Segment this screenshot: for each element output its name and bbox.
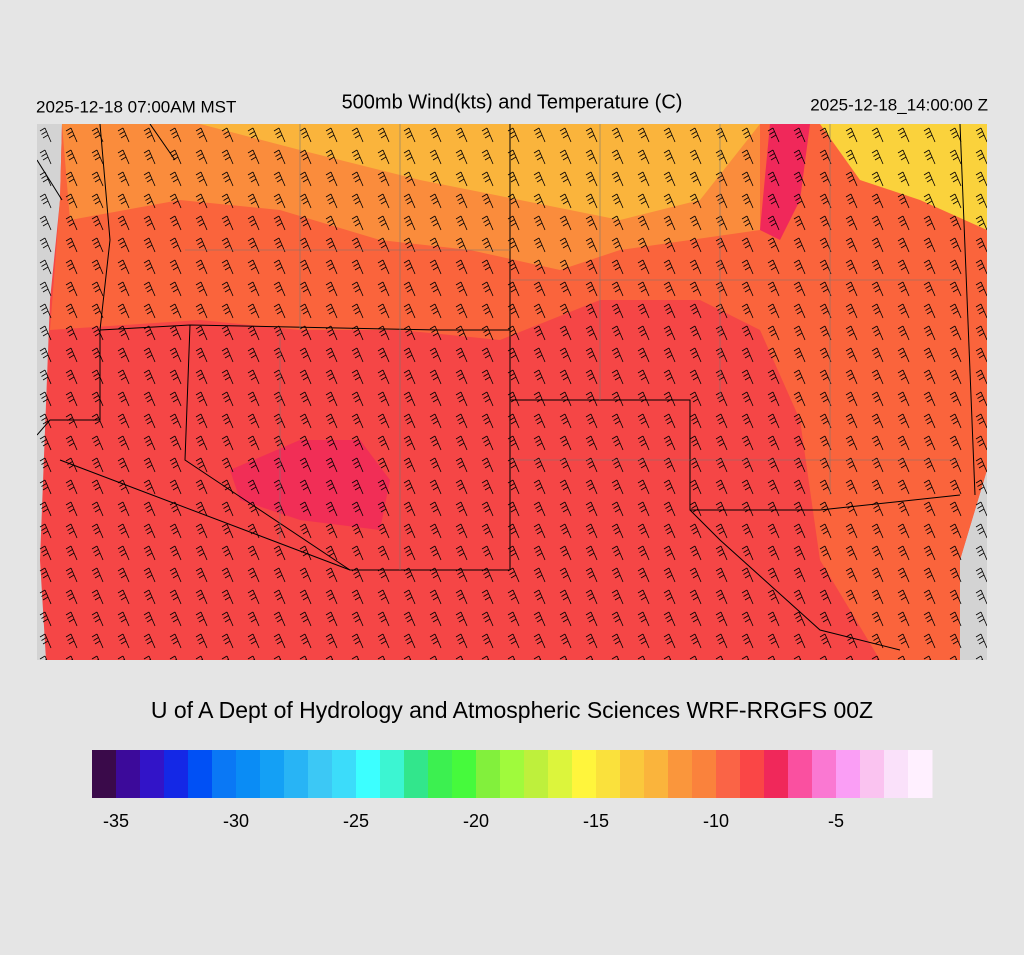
colorbar-segment <box>812 750 837 798</box>
colorbar-segment <box>236 750 261 798</box>
colorbar-segment <box>908 750 933 798</box>
colorbar-tick-label: -5 <box>828 811 844 831</box>
colorbar-segment <box>860 750 885 798</box>
colorbar-segment <box>356 750 381 798</box>
colorbar-segment <box>740 750 765 798</box>
colorbar-segment <box>572 750 597 798</box>
colorbar-segment <box>500 750 525 798</box>
local-time: 2025-12-18 07:00AM MST <box>36 97 236 116</box>
county-boundaries <box>185 124 960 570</box>
colorbar-tick-label: -20 <box>463 811 489 831</box>
colorbar-segment <box>716 750 741 798</box>
colorbar-segment <box>884 750 909 798</box>
colorbar-segment <box>260 750 285 798</box>
colorbar-segment <box>92 750 117 798</box>
colorbar-segment <box>476 750 501 798</box>
valid-time: 2025-12-18_14:00:00 Z <box>810 95 988 114</box>
map-title: 500mb Wind(kts) and Temperature (C) <box>342 91 683 113</box>
colorbar-segment <box>308 750 333 798</box>
colorbar-segment <box>668 750 693 798</box>
colorbar-segment <box>116 750 141 798</box>
colorbar-segment <box>596 750 621 798</box>
colorbar: -35 -30 -25 -20 -15 -10 -5 <box>92 750 933 831</box>
colorbar-segment <box>836 750 861 798</box>
colorbar-segment <box>212 750 237 798</box>
colorbar-segment <box>788 750 813 798</box>
footer: U of A Dept of Hydrology and Atmospheric… <box>151 697 873 723</box>
colorbar-segment <box>284 750 309 798</box>
colorbar-tick-label: -35 <box>103 811 129 831</box>
colorbar-segment <box>188 750 213 798</box>
state-boundaries <box>37 124 976 651</box>
colorbar-tick-label: -15 <box>583 811 609 831</box>
colorbar-segment <box>620 750 645 798</box>
colorbar-segment <box>764 750 789 798</box>
wind-barbs <box>37 124 987 660</box>
colorbar-segment <box>644 750 669 798</box>
colorbar-segment <box>524 750 549 798</box>
colorbar-segment <box>380 750 405 798</box>
colorbar-segment <box>332 750 357 798</box>
colorbar-tick-label: -10 <box>703 811 729 831</box>
colorbar-segment <box>164 750 189 798</box>
colorbar-segment <box>452 750 477 798</box>
colorbar-segment <box>404 750 429 798</box>
colorbar-segment <box>140 750 165 798</box>
colorbar-segment <box>548 750 573 798</box>
colorbar-tick-label: -30 <box>223 811 249 831</box>
colorbar-segment <box>428 750 453 798</box>
colorbar-tick-label: -25 <box>343 811 369 831</box>
colorbar-segment <box>692 750 717 798</box>
map <box>37 124 987 660</box>
